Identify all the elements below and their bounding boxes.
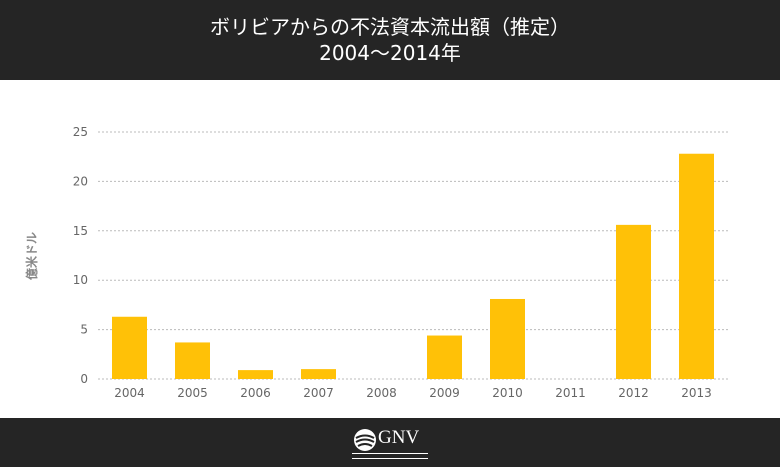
globe-icon: [354, 429, 376, 451]
x-tick-label: 2009: [429, 386, 460, 400]
x-tick-label: 2010: [492, 386, 523, 400]
logo-text: GNV: [378, 427, 420, 448]
bar-2007: [301, 369, 336, 379]
chart-subtitle: 2004～2014年: [319, 41, 461, 65]
y-tick-labels: 0 5 10 15 20 25: [73, 125, 88, 386]
logo-underline: [352, 453, 428, 459]
x-tick-label: 2008: [366, 386, 397, 400]
x-tick-labels: 2004 2005 2006 2007 2008 2009 2010 2011 2012 2013: [114, 386, 712, 400]
bar-2010: [490, 298, 525, 379]
y-tick-label: 20: [73, 174, 88, 188]
bar-2004: [112, 316, 147, 379]
y-tick-label: 0: [80, 372, 88, 386]
bar-2006: [238, 370, 273, 379]
y-axis-label: 億米ドル: [24, 232, 39, 280]
y-tick-label: 15: [73, 224, 88, 238]
gnv-logo: GNV: [350, 425, 430, 461]
bar-2013: [679, 153, 714, 379]
y-tick-label: 5: [80, 323, 88, 337]
y-tick-label: 10: [73, 273, 88, 287]
chart-title: ボリビアからの不法資本流出額（推定）: [210, 15, 570, 39]
bar-2005: [175, 342, 210, 379]
x-tick-label: 2006: [240, 386, 271, 400]
bar-2009: [427, 335, 462, 379]
x-tick-label: 2007: [303, 386, 334, 400]
x-tick-label: 2013: [681, 386, 712, 400]
bar-2012: [616, 224, 651, 379]
x-tick-label: 2004: [114, 386, 145, 400]
header: ボリビアからの不法資本流出額（推定） 2004～2014年: [0, 0, 780, 80]
x-tick-label: 2005: [177, 386, 208, 400]
x-tick-label: 2012: [618, 386, 649, 400]
y-tick-label: 25: [73, 125, 88, 139]
x-tick-label: 2011: [555, 386, 586, 400]
bars: [112, 153, 714, 379]
footer: GNV: [0, 418, 780, 467]
plot-area: 0 5 10 15 20 25 2004 2005 2006 2007 2008 2009 2010 2…: [0, 80, 780, 418]
